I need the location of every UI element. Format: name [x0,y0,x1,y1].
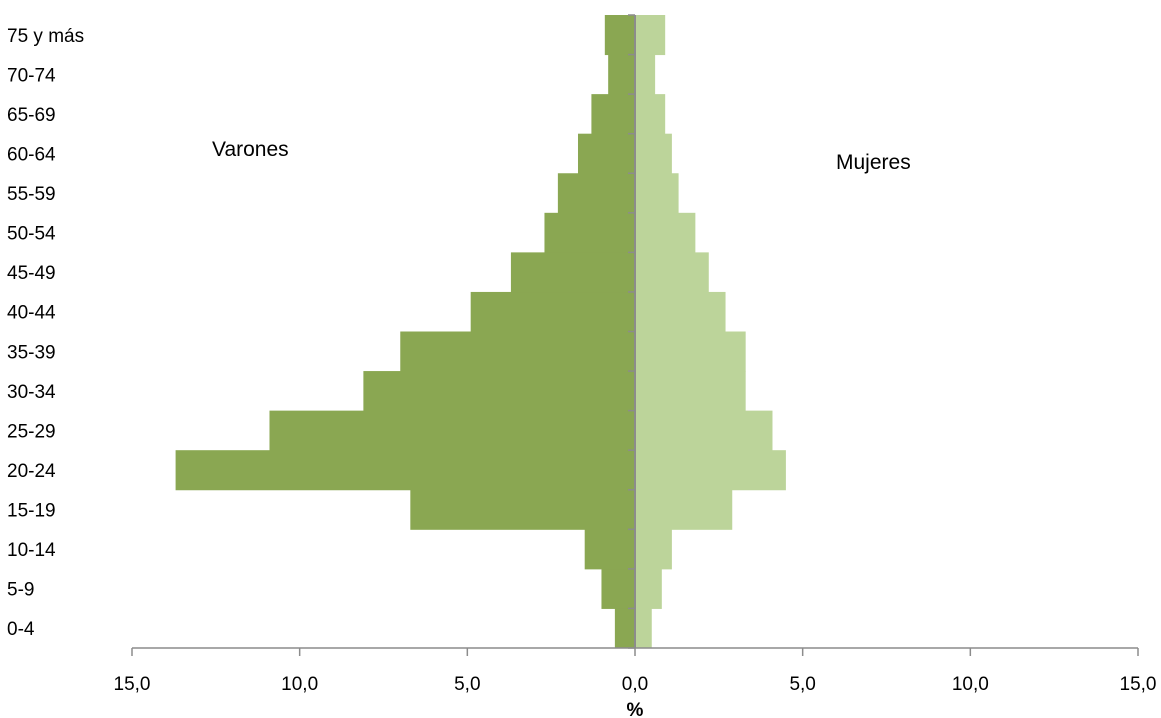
y-category-label-3: 15-19 [7,501,56,522]
bar-mujeres-7 [635,331,746,372]
bar-mujeres-1 [635,568,662,609]
bar-mujeres-8 [635,291,726,332]
ticks-layer: 15,0 10,0 5,0 0,0 5,0 10,0 15,0 0-4 5-9 10-14 15-1… [7,14,1157,695]
series-label-mujeres: Mujeres [836,151,911,174]
bar-varones-8 [470,291,635,332]
x-tick-label-3: 0,0 [622,674,648,695]
y-category-label-10: 50-54 [7,224,56,245]
x-axis-title: % [627,700,644,718]
bar-varones-11 [557,173,635,214]
y-category-label-2: 10-14 [7,540,56,561]
bar-mujeres-14 [635,54,656,95]
bar-varones-13 [591,94,635,135]
bar-varones-3 [410,489,635,530]
bar-varones-7 [400,331,635,372]
series-label-varones: Varones [212,138,289,161]
y-category-label-6: 30-34 [7,382,56,403]
bar-mujeres-6 [635,371,746,412]
bar-varones-12 [577,133,635,174]
bar-mujeres-5 [635,410,773,451]
x-tick-label-4: 5,0 [789,674,815,695]
x-tick-label-0: 15,0 [114,674,151,695]
y-category-label-8: 40-44 [7,303,56,324]
bar-mujeres-2 [635,529,672,570]
bar-varones-14 [608,54,635,95]
bar-mujeres-11 [635,173,679,214]
y-category-label-5: 25-29 [7,421,56,442]
bar-varones-0 [614,608,635,649]
bar-varones-9 [510,252,635,293]
bar-varones-6 [363,371,635,412]
bars-layer [175,15,786,649]
x-tick-label-2: 5,0 [454,674,480,695]
bar-mujeres-15 [635,15,666,56]
y-category-label-13: 65-69 [7,105,56,126]
labels-layer: Varones Mujeres % [212,138,911,718]
bar-mujeres-4 [635,450,786,491]
bar-mujeres-13 [635,94,666,135]
bar-varones-15 [604,15,635,56]
y-category-label-9: 45-49 [7,263,56,284]
y-category-label-14: 70-74 [7,65,56,86]
bar-varones-10 [544,212,635,253]
bar-varones-1 [601,568,635,609]
bar-mujeres-0 [635,608,652,649]
y-category-label-1: 5-9 [7,580,34,601]
bar-varones-4 [175,450,636,491]
bar-mujeres-9 [635,252,709,293]
y-category-label-15: 75 y más [7,26,84,47]
y-category-label-7: 35-39 [7,342,56,363]
y-category-label-12: 60-64 [7,144,56,165]
x-tick-label-5: 10,0 [952,674,989,695]
bar-mujeres-10 [635,212,696,253]
y-category-label-11: 55-59 [7,184,56,205]
y-category-label-4: 20-24 [7,461,56,482]
bar-mujeres-12 [635,133,672,174]
x-tick-label-1: 10,0 [281,674,318,695]
x-tick-label-6: 15,0 [1120,674,1157,695]
bar-varones-2 [584,529,635,570]
y-category-label-0: 0-4 [7,619,35,640]
bar-varones-5 [269,410,635,451]
bar-mujeres-3 [635,489,733,530]
